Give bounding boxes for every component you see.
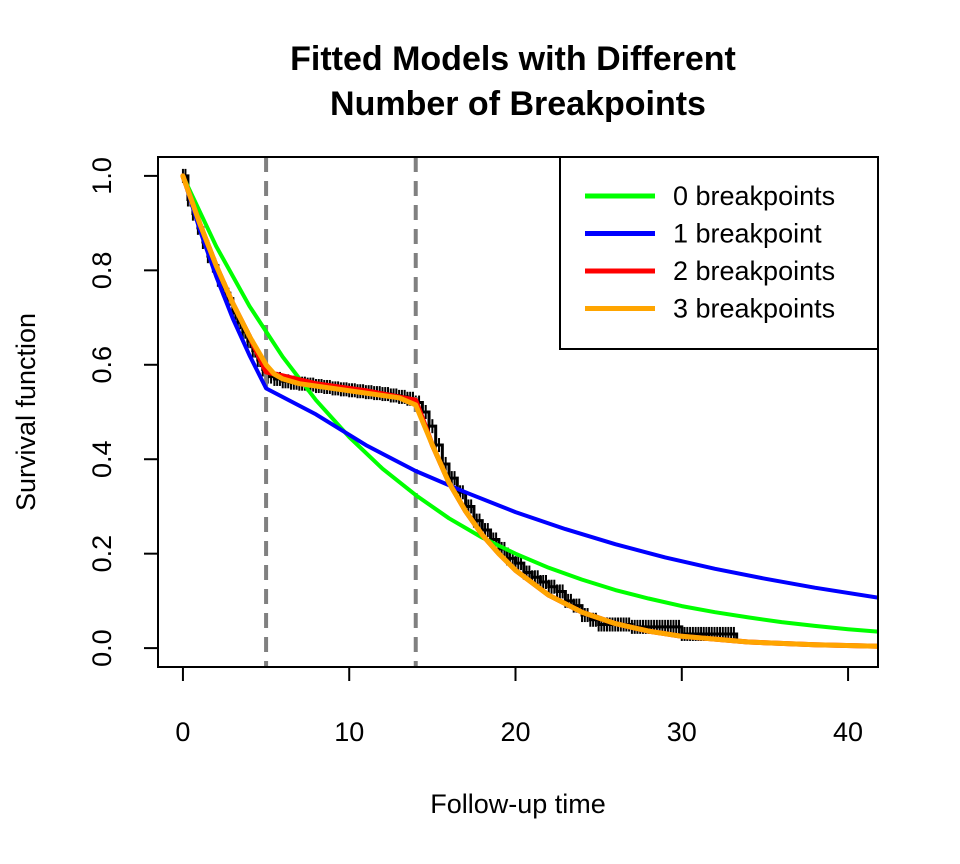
- series-line-3: [180, 173, 878, 649]
- legend-label-3: 3 breakpoints: [673, 294, 835, 324]
- y-tick-label-0: 0.0: [87, 629, 117, 667]
- legend-box: [559, 156, 879, 350]
- y-tick-label-4: 0.8: [87, 252, 117, 290]
- x-tick-label-2: 20: [500, 717, 530, 747]
- plot-area: 0 10 20 30 40 0.0 0.2 0.4 0.6 0.8 1.0: [87, 156, 879, 747]
- y-tick-label-3: 0.6: [87, 346, 117, 384]
- x-tick-label-1: 10: [334, 717, 364, 747]
- plot-contents: [180, 157, 878, 667]
- legend-label-2: 2 breakpoints: [673, 256, 835, 286]
- y-tick-label-5: 1.0: [87, 157, 117, 195]
- chart-title-line-2: Number of Breakpoints: [330, 85, 706, 123]
- y-tick-label-1: 0.2: [87, 535, 117, 573]
- chart-title-line-1: Fitted Models with Different: [290, 40, 736, 78]
- legend: 0 breakpoints 1 breakpoint 2 breakpoints 3 …: [559, 156, 879, 350]
- series-line-1: [180, 173, 878, 600]
- x-tick-label-3: 30: [667, 717, 697, 747]
- x-axis-label: Follow-up time: [430, 789, 606, 819]
- y-tick-label-2: 0.4: [87, 440, 117, 478]
- legend-label-1: 1 breakpoint: [673, 219, 822, 249]
- legend-label-0: 0 breakpoints: [673, 181, 835, 211]
- x-tick-label-0: 0: [175, 717, 190, 747]
- y-axis-label: Survival function: [11, 313, 41, 511]
- x-tick-label-4: 40: [833, 717, 863, 747]
